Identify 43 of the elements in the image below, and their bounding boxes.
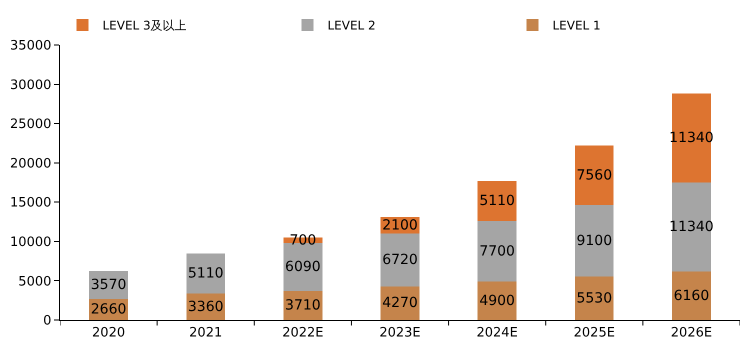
data-label: 3710	[285, 297, 321, 314]
data-label: 2660	[90, 302, 126, 318]
bar	[283, 243, 322, 291]
bar	[478, 180, 517, 221]
data-label: 4270	[382, 295, 418, 312]
data-label: 3570	[90, 277, 126, 294]
data-label: 6720	[382, 252, 418, 268]
x-tick-label: 2023E	[379, 326, 421, 341]
data-label: 5530	[576, 290, 612, 306]
bar	[672, 182, 711, 272]
y-tick-label: 35000	[10, 38, 52, 54]
y-tick-label: 5000	[18, 274, 52, 290]
y-tick-label: 0	[43, 314, 52, 329]
data-label: 7700	[479, 243, 515, 260]
x-tick-label: 2024E	[476, 326, 518, 341]
legend-label: LEVEL 2	[328, 18, 376, 33]
bar	[380, 234, 420, 286]
legend-label: LEVEL 3及以上	[102, 18, 187, 33]
bar	[574, 146, 614, 206]
data-label: 5110	[479, 192, 515, 209]
legend-label: LEVEL 1	[552, 18, 601, 33]
data-label: 3360	[188, 298, 224, 315]
data-label: 6160	[674, 288, 710, 304]
data-label: 6090	[285, 258, 321, 275]
bar	[672, 272, 711, 320]
y-tick-label: 20000	[10, 156, 52, 172]
data-label: 11340	[669, 219, 714, 236]
y-tick-label: 25000	[10, 117, 52, 132]
data-label: 7560	[576, 167, 612, 184]
bar	[478, 221, 517, 282]
data-label: 4900	[479, 292, 515, 309]
x-tick-label: 2021	[189, 326, 222, 341]
data-label: 2100	[382, 217, 418, 234]
data-label: 9100	[576, 232, 612, 249]
y-tick-label: 10000	[10, 234, 52, 250]
y-tick-label: 15000	[10, 196, 52, 211]
bar	[574, 205, 614, 277]
data-label: 5110	[188, 266, 224, 282]
x-tick-label: 2022E	[282, 326, 324, 341]
x-tick-label: 2026E	[670, 326, 712, 341]
y-tick-label: 30000	[10, 78, 52, 93]
x-tick-label: 2020	[92, 326, 126, 341]
x-tick-label: 2025E	[574, 326, 615, 341]
